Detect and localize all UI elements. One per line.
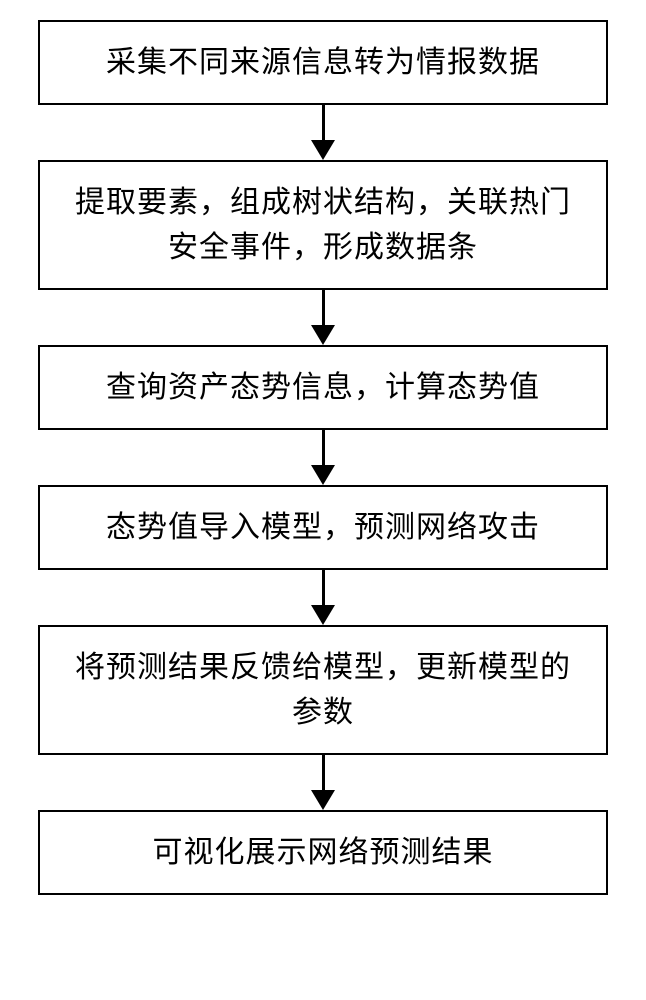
flowchart-node-2: 提取要素，组成树状结构，关联热门安全事件，形成数据条 <box>38 160 608 290</box>
arrow-1-to-2 <box>311 105 335 160</box>
arrow-line <box>322 755 325 790</box>
flowchart-node-4: 态势值导入模型，预测网络攻击 <box>38 485 608 570</box>
arrow-head-icon <box>311 140 335 160</box>
arrow-5-to-6 <box>311 755 335 810</box>
arrow-line <box>322 290 325 325</box>
arrow-line <box>322 430 325 465</box>
arrow-3-to-4 <box>311 430 335 485</box>
node-text: 可视化展示网络预测结果 <box>153 830 494 875</box>
arrow-head-icon <box>311 325 335 345</box>
arrow-line <box>322 570 325 605</box>
arrow-head-icon <box>311 790 335 810</box>
flowchart-node-1: 采集不同来源信息转为情报数据 <box>38 20 608 105</box>
arrow-4-to-5 <box>311 570 335 625</box>
node-text: 采集不同来源信息转为情报数据 <box>106 40 540 85</box>
arrow-line <box>322 105 325 140</box>
node-text: 查询资产态势信息，计算态势值 <box>106 365 540 410</box>
flowchart-node-6: 可视化展示网络预测结果 <box>38 810 608 895</box>
arrow-head-icon <box>311 605 335 625</box>
arrow-2-to-3 <box>311 290 335 345</box>
node-text: 将预测结果反馈给模型，更新模型的参数 <box>60 645 586 735</box>
flowchart-node-5: 将预测结果反馈给模型，更新模型的参数 <box>38 625 608 755</box>
node-text: 提取要素，组成树状结构，关联热门安全事件，形成数据条 <box>60 180 586 270</box>
node-text: 态势值导入模型，预测网络攻击 <box>106 505 540 550</box>
arrow-head-icon <box>311 465 335 485</box>
flowchart-node-3: 查询资产态势信息，计算态势值 <box>38 345 608 430</box>
